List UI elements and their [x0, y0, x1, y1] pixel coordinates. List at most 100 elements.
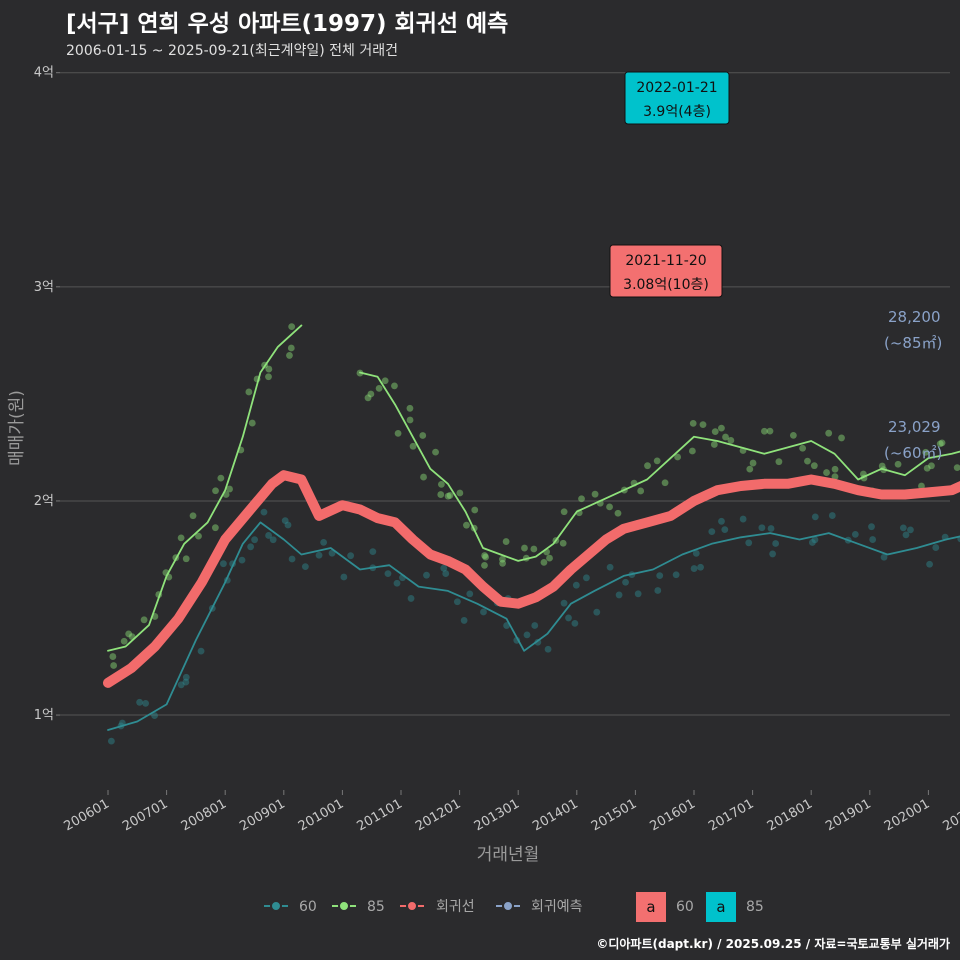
y-tick-label-3: 4억 — [34, 66, 54, 81]
data-point-85-mid-15-0 — [644, 462, 651, 470]
data-point-85-mid-23-0 — [831, 465, 839, 473]
end-label-85-unit: (~85㎡) — [884, 334, 942, 352]
legend-ann-red-box — [636, 892, 666, 922]
data-point-60-14-0 — [480, 608, 487, 616]
legend-label-regression: 회귀선 — [436, 899, 475, 915]
y-tick-label-0: 1억 — [34, 708, 54, 723]
data-point-85-mid-11-0 — [560, 508, 568, 516]
legend-item-85: 85 — [332, 899, 385, 915]
x-tick-label-15: 202101 — [941, 796, 960, 834]
annotation-cyan-date: 2022-01-21 — [636, 80, 717, 96]
data-point-60-2-1 — [177, 681, 185, 689]
data-point-85-7-2 — [248, 419, 256, 427]
data-point-85-1-0 — [140, 616, 148, 624]
data-point-60-1-1 — [151, 712, 158, 719]
data-point-85-mid-12-0 — [591, 490, 599, 498]
data-point-85-mid-9-1 — [530, 545, 538, 553]
chart-title: [서구] 연희 우성 아파트(1997) 회귀선 예측 — [66, 11, 509, 37]
data-point-60-30-2 — [932, 544, 940, 551]
data-point-85-mid-17-2 — [699, 421, 707, 429]
annotation-red: 2021-11-20 3.08억(10층) — [609, 244, 723, 298]
data-point-85-mid-20-2 — [766, 427, 774, 435]
data-point-85-mid-0-2 — [367, 390, 375, 398]
data-point-85-mid-18-2 — [722, 433, 729, 441]
series-line-60 — [107, 521, 960, 731]
data-point-60-23-2 — [718, 517, 725, 525]
data-point-60-7-0 — [281, 517, 289, 524]
end-label-60-value: 23,029 — [888, 418, 941, 436]
data-point-85-mid-15-2 — [661, 479, 669, 487]
legend-ann-cyan: a 85 — [706, 892, 764, 922]
data-point-85-4-1 — [182, 555, 190, 563]
data-point-60-21-1 — [672, 571, 680, 579]
data-point-85-mid-26-0 — [923, 464, 931, 472]
data-point-60-12-0 — [423, 571, 430, 579]
data-point-60-1-2 — [142, 699, 150, 707]
data-point-85-mid-3-2 — [420, 473, 427, 481]
annotation-cyan-value: 3.9억(4층) — [643, 104, 711, 120]
chart-subtitle: 2006-01-15 ~ 2025-09-21(최근계약일) 전체 거래건 — [66, 43, 398, 59]
legend-label-60: 60 — [299, 899, 317, 915]
data-point-85-mid-18-1 — [727, 437, 735, 444]
data-point-60-23-1 — [721, 526, 729, 534]
data-point-85-mid-2-1 — [406, 404, 414, 412]
end-label-85-value: 28,200 — [888, 308, 941, 326]
data-point-85-mid-27-0 — [928, 462, 935, 470]
data-point-85-mid-8-2 — [502, 538, 510, 545]
legend-item-regression: 회귀선 — [400, 899, 475, 915]
data-point-60-17-1 — [544, 645, 552, 653]
data-point-85-mid-6-2 — [471, 506, 479, 514]
data-point-85-mid-4-2 — [437, 491, 445, 498]
data-point-85-mid-27-2 — [938, 439, 946, 447]
legend-marker-85 — [338, 900, 350, 912]
series-line-85 — [107, 324, 303, 652]
data-point-60-16-0 — [531, 622, 539, 629]
data-point-85-mid-10-0 — [540, 558, 548, 566]
data-point-60-4-1 — [238, 556, 246, 564]
data-point-85-mid-22-2 — [823, 469, 830, 476]
data-point-85-mid-2-0 — [394, 429, 402, 437]
data-point-60-12-1 — [440, 564, 448, 572]
data-point-60-30-0 — [926, 560, 933, 568]
data-point-60-22-2 — [692, 549, 700, 557]
legend-ann-cyan-box — [706, 892, 736, 922]
data-point-85-mid-26-2 — [918, 482, 925, 490]
x-tick-label-8: 201401 — [530, 796, 580, 834]
legend-marker-60 — [270, 900, 282, 912]
data-point-85-mid-23-1 — [838, 434, 845, 442]
data-point-85-6-1 — [226, 485, 233, 493]
data-point-85-mid-4-1 — [432, 448, 439, 456]
x-tick-label-10: 201601 — [648, 796, 698, 834]
data-point-85-mid-15-1 — [653, 457, 661, 465]
legend: 60 85 회귀선 회귀예측 a 60 a 85 — [264, 892, 764, 922]
data-point-85-mid-6-0 — [463, 521, 470, 529]
data-point-85-4-2 — [189, 512, 197, 520]
data-point-85-mid-18-0 — [718, 424, 725, 432]
data-point-60-29-1 — [899, 524, 907, 532]
data-point-85-mid-5-1 — [444, 492, 452, 500]
data-point-85-9-2 — [286, 352, 293, 359]
data-point-60-26-1 — [811, 513, 819, 521]
data-point-85-mid-13-1 — [606, 503, 613, 511]
data-point-85-mid-25-1 — [878, 462, 886, 470]
data-point-85-mid-8-0 — [499, 559, 507, 567]
data-point-60-19-0 — [593, 608, 601, 616]
data-point-60-24-2 — [739, 515, 747, 523]
data-point-85-mid-21-0 — [789, 431, 797, 439]
data-point-60-7-2 — [288, 555, 296, 563]
data-point-60-17-0 — [565, 614, 572, 622]
data-point-60-6-2 — [265, 532, 273, 539]
data-point-85-mid-11-2 — [559, 539, 567, 547]
data-point-60-8-1 — [320, 538, 328, 546]
data-point-85-0-1 — [110, 662, 118, 669]
data-point-60-3-2 — [220, 560, 227, 568]
x-tick-label-1: 200701 — [120, 796, 170, 834]
data-point-60-19-1 — [606, 563, 614, 571]
data-point-85-1-2 — [125, 630, 133, 638]
x-tick-label-11: 201701 — [706, 796, 756, 834]
data-point-60-11-1 — [393, 579, 401, 587]
legend-marker-forecast — [502, 900, 514, 912]
data-point-85-mid-16-0 — [689, 419, 697, 427]
data-point-60-18-0 — [583, 574, 590, 582]
